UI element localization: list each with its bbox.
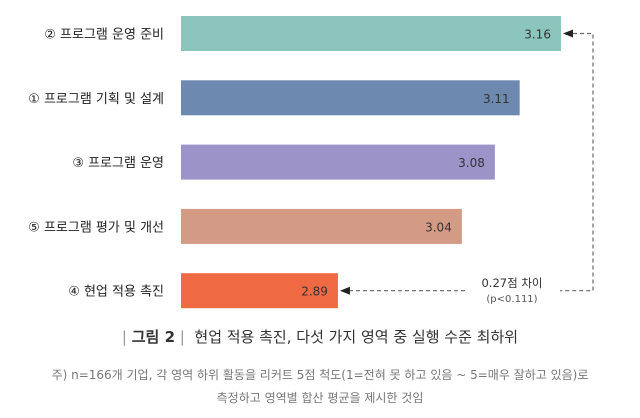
significance-annotation: (p<0.111) — [486, 294, 537, 305]
category-label: ② 프로그램 운영 준비 — [44, 28, 164, 43]
category-label: ③ 프로그램 운영 — [72, 156, 164, 171]
arrow-icon — [562, 29, 573, 38]
bar — [181, 208, 462, 244]
difference-annotation: 0.27점 차이 — [481, 276, 542, 290]
arrow-icon — [339, 286, 350, 295]
bar-value-label: 3.04 — [425, 220, 452, 234]
note-line-1: 주) n=166개 기업, 각 영역 하위 활동을 리커트 5점 척도(1=전혀… — [51, 368, 589, 382]
bar-value-label: 3.11 — [483, 92, 510, 106]
connector-line — [560, 32, 594, 292]
figure-title: 현업 적용 촉진, 다섯 가지 영역 중 실행 수준 최하위 — [194, 328, 519, 346]
bar — [181, 80, 520, 116]
category-label: ⑤ 프로그램 평가 및 개선 — [28, 220, 164, 235]
bar-value-label: 3.16 — [524, 28, 551, 42]
bar-chart: 3.16 ② 프로그램 운영 준비 3.11 ① 프로그램 기획 및 설계 3.08 ③ … — [28, 16, 594, 309]
bar-value-label: 3.08 — [458, 156, 485, 170]
bar — [181, 16, 561, 51]
figure-caption: | 그림 2 | 현업 적용 촉진, 다섯 가지 영역 중 실행 수준 최하위 — [121, 328, 519, 346]
bar — [181, 144, 495, 180]
note-line-2: 측정하고 영역별 합산 평균을 제시한 것임 — [216, 391, 424, 405]
bar — [181, 273, 338, 309]
category-label: ④ 현업 적용 촉진 — [68, 285, 164, 300]
figure-label: 그림 2 — [131, 328, 176, 346]
bar-value-label: 2.89 — [301, 285, 328, 299]
category-label: ① 프로그램 기획 및 설계 — [28, 92, 164, 107]
